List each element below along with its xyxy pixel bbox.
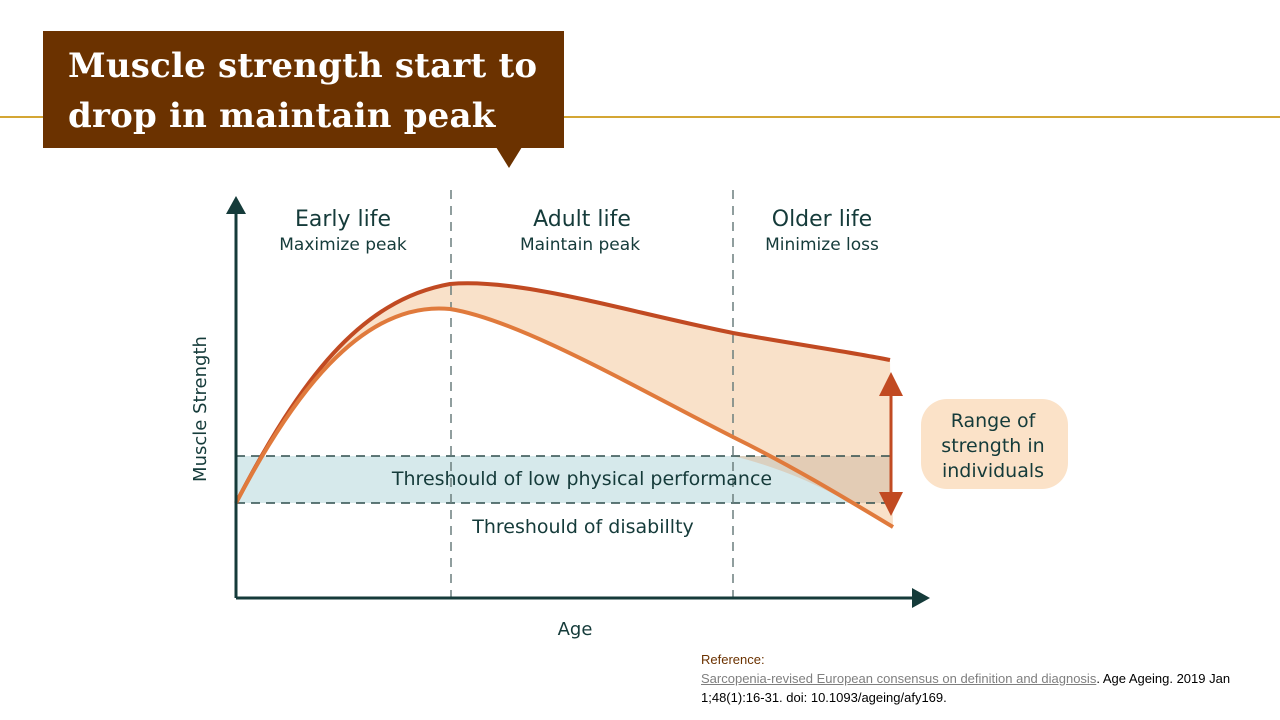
phase-early-subtitle: Maximize peak xyxy=(279,235,407,255)
phase-adult-title: Adult life xyxy=(533,207,631,232)
upper-strength-curve xyxy=(234,281,891,504)
reference-citation: . Age Ageing. 2019 Jan 1;48(1):16-31. do… xyxy=(701,671,1231,705)
title-pointer-arrow xyxy=(496,147,522,168)
range-label-box xyxy=(921,399,1068,489)
strength-range-area xyxy=(236,283,893,527)
disability-label: Threshould of disabillty xyxy=(471,516,694,538)
y-axis-label: Muscle Strength xyxy=(190,336,211,482)
title-banner: Muscle strength start to drop in maintai… xyxy=(43,31,564,148)
range-label-line-1: Range of xyxy=(951,410,1037,432)
x-axis-label: Age xyxy=(558,619,593,640)
y-axis-arrow-icon xyxy=(226,196,246,214)
slide-title-line-2: drop in maintain peak xyxy=(68,96,496,136)
phase-adult-subtitle: Maintain peak xyxy=(520,235,640,255)
low-performance-label: Threshould of low physical performance xyxy=(391,468,772,490)
reference-heading: Reference: xyxy=(701,652,765,667)
phase-older-subtitle: Minimize loss xyxy=(765,235,879,255)
phase-older-title: Older life xyxy=(772,207,872,232)
phase-early-title: Early life xyxy=(295,207,391,232)
lower-strength-curve xyxy=(234,306,895,529)
slide-title-line-1: Muscle strength start to xyxy=(68,46,538,86)
range-label-line-2: strength in xyxy=(941,435,1044,457)
x-axis-arrow-icon xyxy=(912,588,930,608)
header-rule-line xyxy=(0,116,1280,118)
range-label-line-3: individuals xyxy=(942,460,1044,482)
reference-link[interactable]: Sarcopenia-revised European consensus on… xyxy=(701,671,1097,686)
reference-block: Reference: Sarcopenia-revised European c… xyxy=(701,650,1276,707)
